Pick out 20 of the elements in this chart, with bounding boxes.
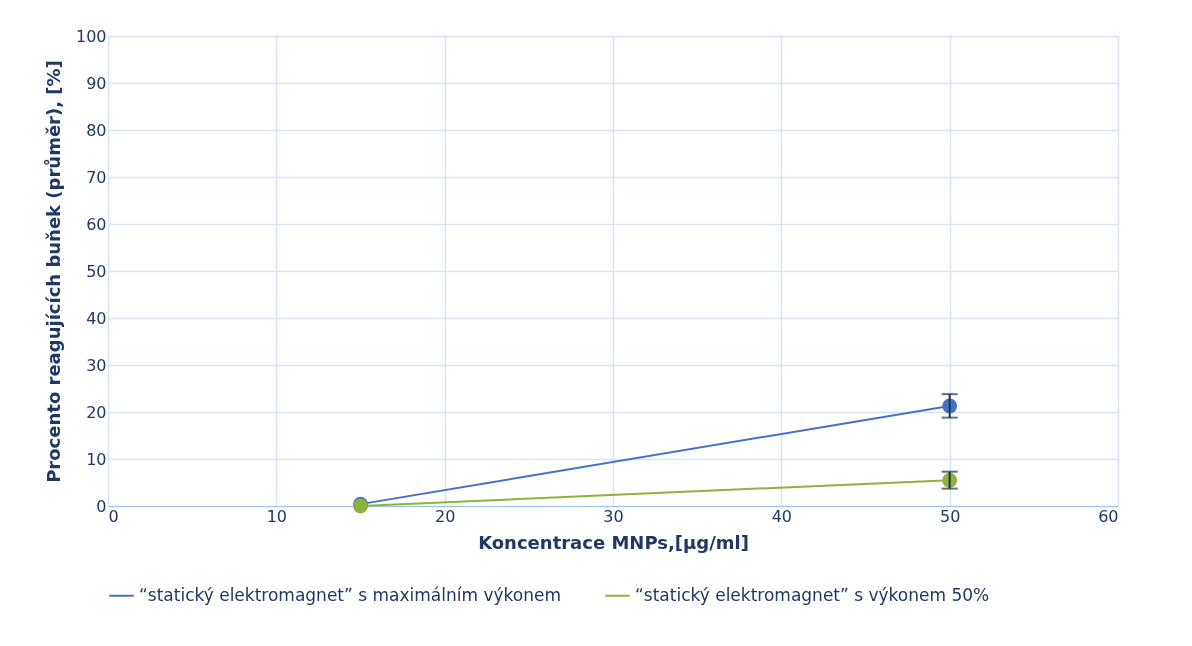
y-tick-label: 70 xyxy=(86,167,107,187)
legend-label: “statický elektromagnet” s výkonem 50% xyxy=(635,584,990,605)
x-tick-label: 30 xyxy=(603,506,624,526)
y-tick-label: 30 xyxy=(86,355,107,375)
y-tick-label: 100 xyxy=(75,26,107,46)
legend-label: “statický elektromagnet” s maximálním výkonem xyxy=(139,584,561,605)
x-tick-label: 20 xyxy=(434,506,456,526)
y-tick-label: 10 xyxy=(86,449,107,469)
x-tick-label: 60 xyxy=(1098,506,1119,526)
x-axis-title: Koncentrace MNPs,[µg/ml] xyxy=(478,531,749,553)
x-tick-label: 50 xyxy=(939,506,961,526)
y-tick-label: 90 xyxy=(86,73,107,93)
y-tick-label: 80 xyxy=(86,120,107,140)
y-tick-label: 60 xyxy=(86,214,107,234)
y-axis-title: Procento reagujících buňek (průměr), [%] xyxy=(42,60,64,483)
y-tick-label: 40 xyxy=(86,308,107,328)
x-tick-label: 10 xyxy=(266,506,288,526)
y-tick-label: 20 xyxy=(86,402,107,422)
x-tick-label: 40 xyxy=(771,506,793,526)
y-tick-label: 50 xyxy=(86,261,107,281)
